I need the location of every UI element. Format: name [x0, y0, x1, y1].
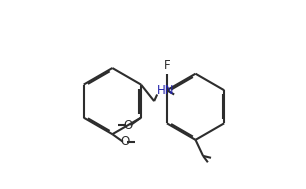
Text: O: O — [121, 135, 130, 148]
Text: F: F — [164, 59, 170, 72]
Text: HN: HN — [157, 84, 174, 97]
Text: O: O — [124, 119, 133, 132]
